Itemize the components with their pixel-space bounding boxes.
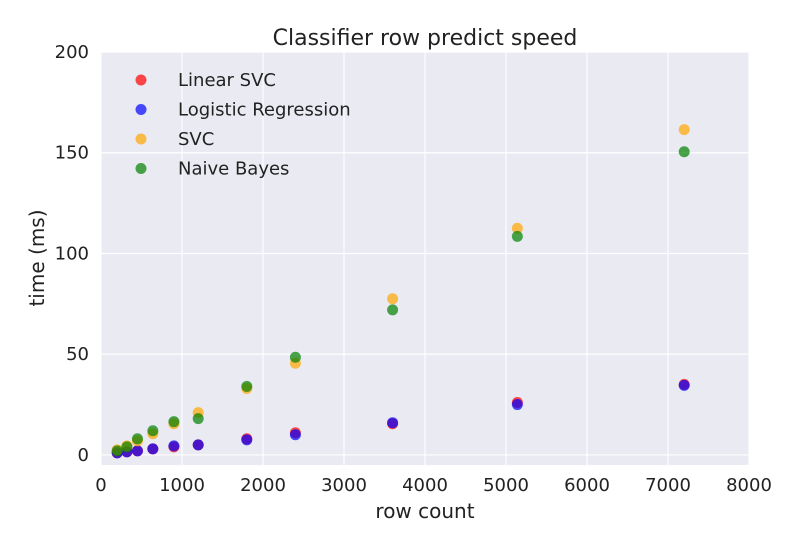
data-points [111, 124, 690, 459]
legend-label: Logistic Regression [178, 100, 351, 121]
data-point [387, 293, 399, 305]
x-tick-label: 2000 [240, 475, 286, 496]
y-tick-label: 50 [66, 344, 89, 365]
data-point [387, 304, 399, 316]
data-point [147, 425, 159, 437]
data-point [678, 379, 690, 391]
x-tick-label: 3000 [321, 475, 367, 496]
data-point [387, 417, 399, 429]
x-tick-label: 1000 [159, 475, 205, 496]
data-point [111, 445, 123, 457]
data-point [289, 429, 301, 441]
x-tick-label: 0 [95, 475, 106, 496]
legend-item: SVC [135, 129, 214, 150]
x-tick-label: 5000 [483, 475, 529, 496]
legend: Linear SVC Logistic Regression SVC Naive Ba… [135, 70, 351, 180]
legend-item: Linear SVC [135, 70, 276, 91]
data-point [192, 439, 204, 451]
data-point [168, 416, 180, 428]
y-tick-label: 150 [55, 143, 89, 164]
x-tick-label: 8000 [726, 475, 772, 496]
y-axis-label: time (ms) [25, 209, 49, 306]
chart-title: Classifier row predict speed [273, 26, 578, 51]
data-point [147, 443, 159, 455]
x-tick-labels: 0 1000 2000 3000 4000 5000 6000 7000 8000 [95, 475, 772, 496]
y-tick-labels: 0 50 100 150 200 [55, 42, 89, 466]
data-point [678, 124, 690, 136]
legend-label: Linear SVC [178, 70, 276, 91]
data-point [168, 440, 180, 452]
data-point [511, 222, 523, 234]
y-tick-label: 0 [78, 445, 89, 466]
data-point [289, 351, 301, 363]
x-tick-label: 4000 [402, 475, 448, 496]
data-point [511, 230, 523, 242]
data-point [131, 445, 143, 457]
y-tick-label: 200 [55, 42, 89, 63]
data-point [121, 441, 133, 453]
data-point [241, 380, 253, 392]
legend-marker [135, 163, 147, 174]
data-point [131, 433, 143, 445]
legend-marker [135, 74, 147, 86]
legend-label: Naive Bayes [178, 159, 289, 180]
data-point [511, 399, 523, 411]
x-axis-label: row count [375, 499, 474, 523]
data-point [241, 434, 253, 446]
legend-marker [135, 104, 147, 115]
data-point [678, 146, 690, 158]
x-tick-label: 7000 [645, 475, 691, 496]
grid-lines [100, 51, 750, 465]
x-tick-label: 6000 [564, 475, 610, 496]
legend-item: Naive Bayes [135, 159, 289, 180]
y-tick-label: 100 [55, 243, 89, 264]
data-point [192, 413, 204, 425]
legend-item: Logistic Regression [135, 100, 351, 121]
legend-label: SVC [178, 129, 214, 150]
legend-marker [135, 133, 147, 145]
series-naive-bayes [111, 146, 690, 457]
